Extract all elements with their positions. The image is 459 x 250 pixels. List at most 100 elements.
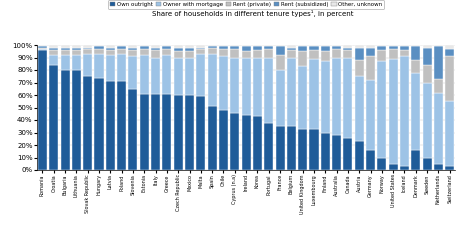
Bar <box>117 81 126 170</box>
Bar <box>309 46 318 50</box>
Bar <box>286 48 295 50</box>
Bar <box>263 122 273 170</box>
Bar <box>275 55 284 70</box>
Bar <box>218 49 228 56</box>
Bar <box>354 141 363 170</box>
Bar <box>297 129 307 170</box>
Bar <box>72 50 81 55</box>
Bar <box>38 49 47 50</box>
Bar <box>263 46 273 49</box>
Bar <box>365 80 374 150</box>
Bar <box>241 45 250 46</box>
Bar <box>185 48 194 51</box>
Bar <box>49 55 58 65</box>
Bar <box>106 55 115 81</box>
Bar <box>297 45 307 46</box>
Bar <box>444 166 453 170</box>
Bar <box>185 51 194 58</box>
Bar <box>444 45 453 49</box>
Bar <box>286 58 295 126</box>
Bar <box>309 45 318 46</box>
Bar <box>388 49 397 59</box>
Bar <box>376 61 386 158</box>
Bar <box>343 58 352 138</box>
Bar <box>61 70 69 170</box>
Text: Share of households in different tenure types¹, in percent: Share of households in different tenure … <box>152 10 353 17</box>
Bar <box>410 45 420 46</box>
Bar <box>72 45 81 48</box>
Bar <box>230 45 239 46</box>
Bar <box>128 50 137 56</box>
Bar <box>162 49 171 55</box>
Bar <box>309 50 318 59</box>
Bar <box>207 48 216 54</box>
Bar <box>49 65 58 170</box>
Bar <box>83 54 92 76</box>
Bar <box>399 46 408 50</box>
Bar <box>388 45 397 46</box>
Bar <box>128 48 137 50</box>
Bar <box>410 150 420 170</box>
Bar <box>185 45 194 48</box>
Bar <box>230 112 239 170</box>
Bar <box>230 49 239 58</box>
Bar <box>83 48 92 49</box>
Bar <box>106 48 115 50</box>
Bar <box>185 95 194 170</box>
Bar <box>94 46 103 49</box>
Bar <box>61 50 69 55</box>
Bar <box>410 60 420 72</box>
Bar <box>422 48 431 65</box>
Bar <box>376 158 386 170</box>
Bar <box>140 46 148 49</box>
Bar <box>433 79 442 92</box>
Bar <box>331 45 341 46</box>
Bar <box>106 45 115 48</box>
Bar <box>174 51 182 58</box>
Bar <box>140 45 148 46</box>
Bar <box>286 126 295 170</box>
Bar <box>365 45 374 48</box>
Bar <box>252 58 261 116</box>
Bar <box>140 49 148 55</box>
Bar <box>38 50 47 170</box>
Bar <box>218 110 228 170</box>
Bar <box>320 45 329 46</box>
Bar <box>151 94 160 170</box>
Bar <box>207 106 216 170</box>
Bar <box>275 70 284 126</box>
Bar <box>196 48 205 49</box>
Bar <box>343 45 352 48</box>
Bar <box>140 55 148 94</box>
Bar <box>106 81 115 170</box>
Bar <box>218 56 228 110</box>
Bar <box>320 132 329 170</box>
Bar <box>331 46 341 49</box>
Bar <box>422 82 431 158</box>
Bar <box>151 45 160 48</box>
Bar <box>117 49 126 54</box>
Bar <box>309 129 318 170</box>
Bar <box>376 50 386 61</box>
Bar <box>83 76 92 170</box>
Bar <box>61 45 69 48</box>
Bar <box>297 51 307 66</box>
Bar <box>388 46 397 49</box>
Bar <box>263 58 273 122</box>
Bar <box>365 150 374 170</box>
Bar <box>218 45 228 46</box>
Bar <box>422 158 431 170</box>
Bar <box>354 45 363 48</box>
Bar <box>230 58 239 112</box>
Bar <box>117 54 126 81</box>
Bar <box>117 46 126 49</box>
Bar <box>399 50 408 56</box>
Bar <box>174 58 182 95</box>
Bar <box>252 45 261 46</box>
Bar <box>444 101 453 166</box>
Bar <box>331 49 341 58</box>
Bar <box>218 46 228 49</box>
Bar <box>433 45 442 46</box>
Bar <box>38 45 47 46</box>
Bar <box>207 45 216 46</box>
